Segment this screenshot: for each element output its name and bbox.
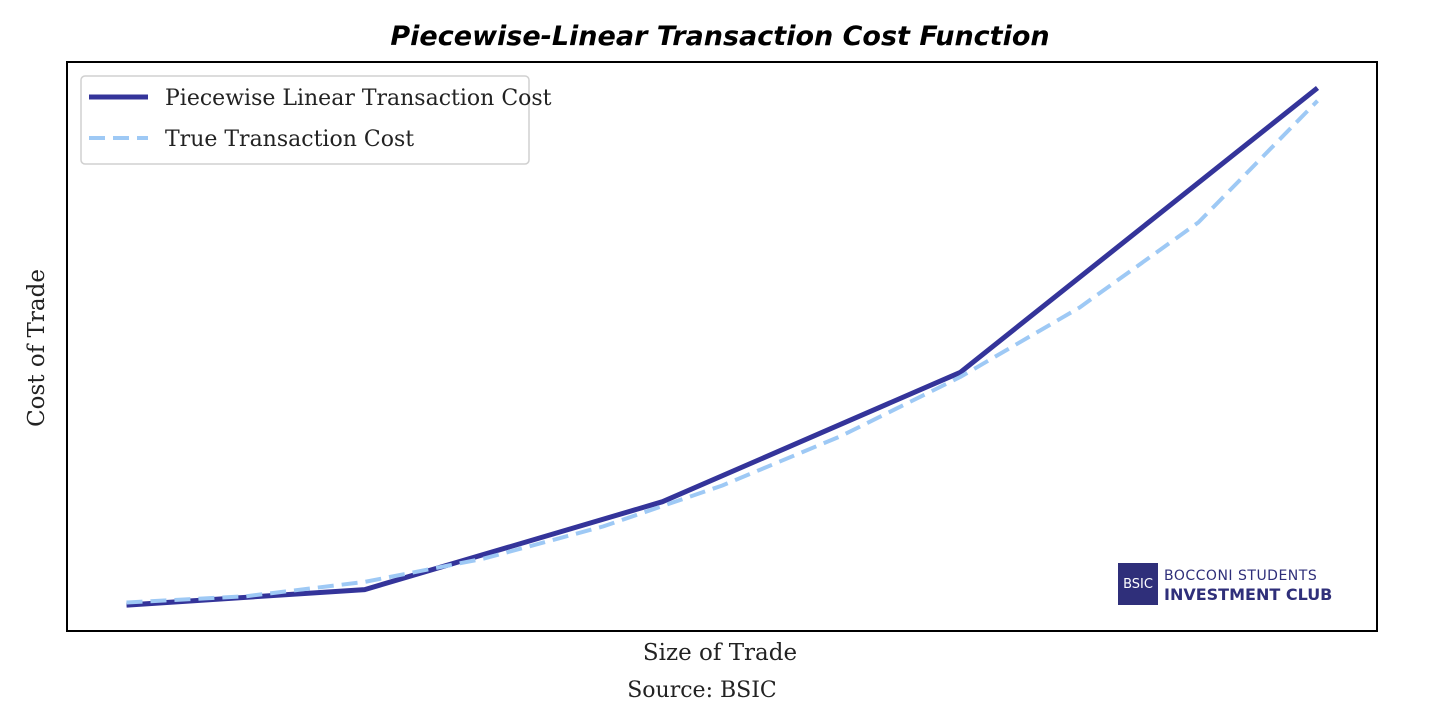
legend-label-piecewise: Piecewise Linear Transaction Cost (165, 86, 552, 111)
y-axis-label: Cost of Trade (24, 269, 50, 427)
series-line-piecewise (126, 85, 1320, 608)
legend-box (80, 75, 530, 165)
bsic-logo-mark-text: BSIC (1123, 577, 1153, 592)
x-axis-label: Size of Trade (643, 640, 797, 666)
legend: Piecewise Linear Transaction Cost True T… (80, 75, 552, 165)
series-line-true (126, 99, 1319, 605)
source-note: Source: BSIC (627, 678, 777, 703)
legend-label-true: True Transaction Cost (165, 127, 414, 152)
chart-title: Piecewise-Linear Transaction Cost Functi… (390, 21, 1049, 52)
bsic-logo-line2: INVESTMENT CLUB (1164, 585, 1332, 604)
bsic-logo-mark (1118, 563, 1158, 605)
series-layer (126, 85, 1320, 608)
bsic-logo-line1: BOCCONI STUDENTS (1164, 568, 1317, 584)
bsic-watermark: BSIC BOCCONI STUDENTS INVESTMENT CLUB (1118, 563, 1332, 605)
